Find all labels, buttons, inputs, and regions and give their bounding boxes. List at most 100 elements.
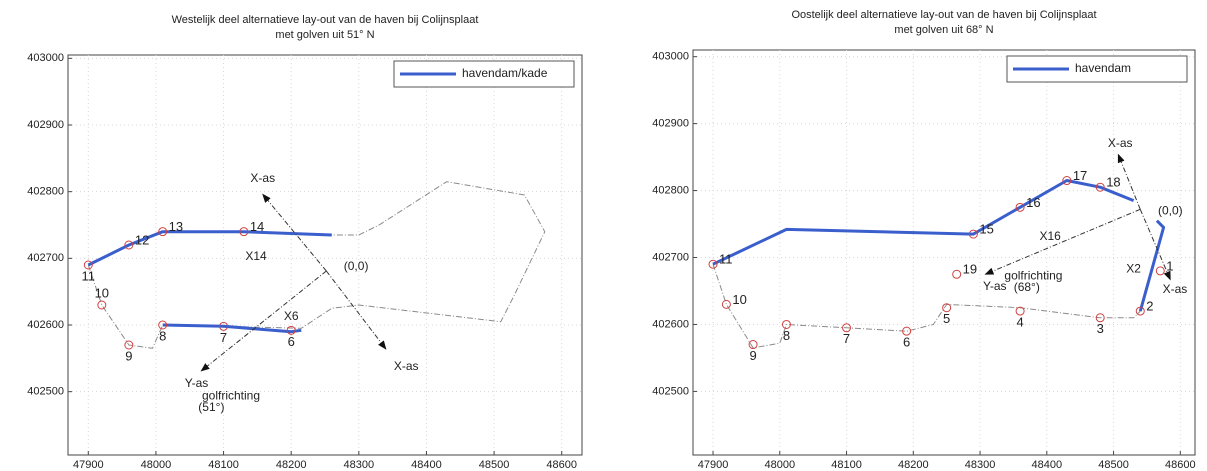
chart-title: Westelijk deel alternatieve lay-out van … (172, 14, 479, 26)
point-label: 1 (1166, 258, 1173, 273)
point-label: 13 (169, 219, 183, 234)
x-tick-label: 48200 (898, 459, 929, 471)
x-tick-label: 48000 (141, 459, 172, 471)
point-label: 10 (732, 292, 746, 307)
point-label: 8 (783, 328, 790, 343)
x-tick-label: 48600 (1165, 459, 1196, 471)
point (781, 319, 791, 329)
point (1095, 313, 1105, 323)
point-label: 19 (963, 262, 977, 277)
point-label: 9 (125, 348, 132, 363)
point-label: 11 (719, 252, 733, 267)
plot-area (692, 49, 1196, 456)
point (708, 259, 718, 269)
legend-label: havendam/kade (462, 66, 548, 80)
y-tick-label: 402600 (27, 319, 64, 331)
point-label: 18 (1106, 175, 1120, 190)
x-tick-label: 48200 (276, 459, 307, 471)
y-tick-label: 402800 (27, 186, 64, 198)
y-tick-label: 403000 (27, 52, 64, 64)
x-tick-label: 48100 (831, 459, 862, 471)
annotation: (0,0) (1158, 204, 1183, 218)
point (721, 299, 731, 309)
point-label: 5 (943, 311, 950, 326)
x-tick-label: 48000 (764, 459, 795, 471)
point-label: 15 (979, 222, 993, 237)
point (286, 325, 296, 335)
chart-subtitle: met golven uit 68° N (894, 24, 993, 36)
point-label: 11 (82, 268, 96, 283)
point-label: 2 (1146, 299, 1153, 314)
annotation: golfrichting (1004, 268, 1062, 282)
annotation: (68°) (1014, 280, 1040, 294)
point (158, 227, 168, 237)
y-tick-label: 402700 (27, 252, 64, 264)
legend-label: havendam (1075, 61, 1131, 75)
outline (87, 181, 546, 349)
x-tick-label: 48300 (344, 459, 375, 471)
annotation: (0,0) (344, 259, 369, 273)
point (1135, 306, 1145, 316)
point-label: 7 (843, 331, 850, 346)
annotation: Y-as (185, 376, 209, 390)
point (83, 260, 93, 270)
x-tick-label: 48400 (411, 459, 442, 471)
point (902, 326, 912, 336)
y-tick-label: 402900 (27, 119, 64, 131)
legend: havendam/kade (393, 60, 575, 88)
x-tick-label: 48100 (208, 459, 239, 471)
annotation: X-as (250, 171, 275, 185)
x-tick-label: 47900 (698, 459, 729, 471)
point (1062, 176, 1072, 186)
point (1015, 202, 1025, 212)
annotation: X-as (1163, 282, 1188, 296)
y-tick-label: 402600 (652, 318, 689, 330)
x-tick-label: 48500 (479, 459, 510, 471)
point (968, 229, 978, 239)
point-label: 3 (1097, 321, 1104, 336)
annotation: (51°) (198, 400, 224, 414)
point (842, 323, 852, 333)
axis-arrow (262, 193, 327, 272)
x-tick-label: 48500 (1098, 459, 1129, 471)
y-tick-label: 402900 (652, 118, 689, 130)
y-tick-label: 402500 (27, 386, 64, 398)
x-tick-label: 48400 (1032, 459, 1063, 471)
annotation: X16 (1039, 229, 1061, 243)
point-label: 8 (159, 328, 166, 343)
annotation: X14 (245, 249, 267, 263)
point-label: 16 (1026, 195, 1040, 210)
point-label: 12 (135, 232, 149, 247)
point (1155, 266, 1165, 276)
x-tick-label: 48300 (965, 459, 996, 471)
point-label: 7 (220, 330, 227, 345)
axis-arrow (200, 270, 327, 372)
point (158, 320, 168, 330)
point-label: 17 (1073, 168, 1087, 183)
axis-arrow (1139, 209, 1171, 281)
chart-title: Oostelijk deel alternatieve lay-out van … (791, 9, 1096, 21)
point-label: 10 (95, 285, 109, 300)
point (97, 300, 107, 310)
point (1095, 182, 1105, 192)
x-tick-label: 48600 (546, 459, 577, 471)
point-label: 6 (288, 334, 295, 349)
axis-arrow (984, 208, 1141, 275)
point-label: 6 (903, 335, 910, 350)
plot-area (67, 54, 583, 456)
chart-subtitle: met golven uit 51° N (275, 29, 374, 41)
point (942, 303, 952, 313)
point (239, 227, 249, 237)
point-label: 14 (250, 219, 264, 234)
point (124, 240, 134, 250)
outline (712, 264, 1141, 349)
y-tick-label: 402700 (652, 251, 689, 263)
y-tick-label: 403000 (652, 51, 689, 63)
data-line (87, 230, 332, 334)
annotation: Y-as (983, 279, 1007, 293)
point-label: 4 (1016, 315, 1023, 330)
point (219, 321, 229, 331)
axis-arrow (325, 270, 387, 350)
